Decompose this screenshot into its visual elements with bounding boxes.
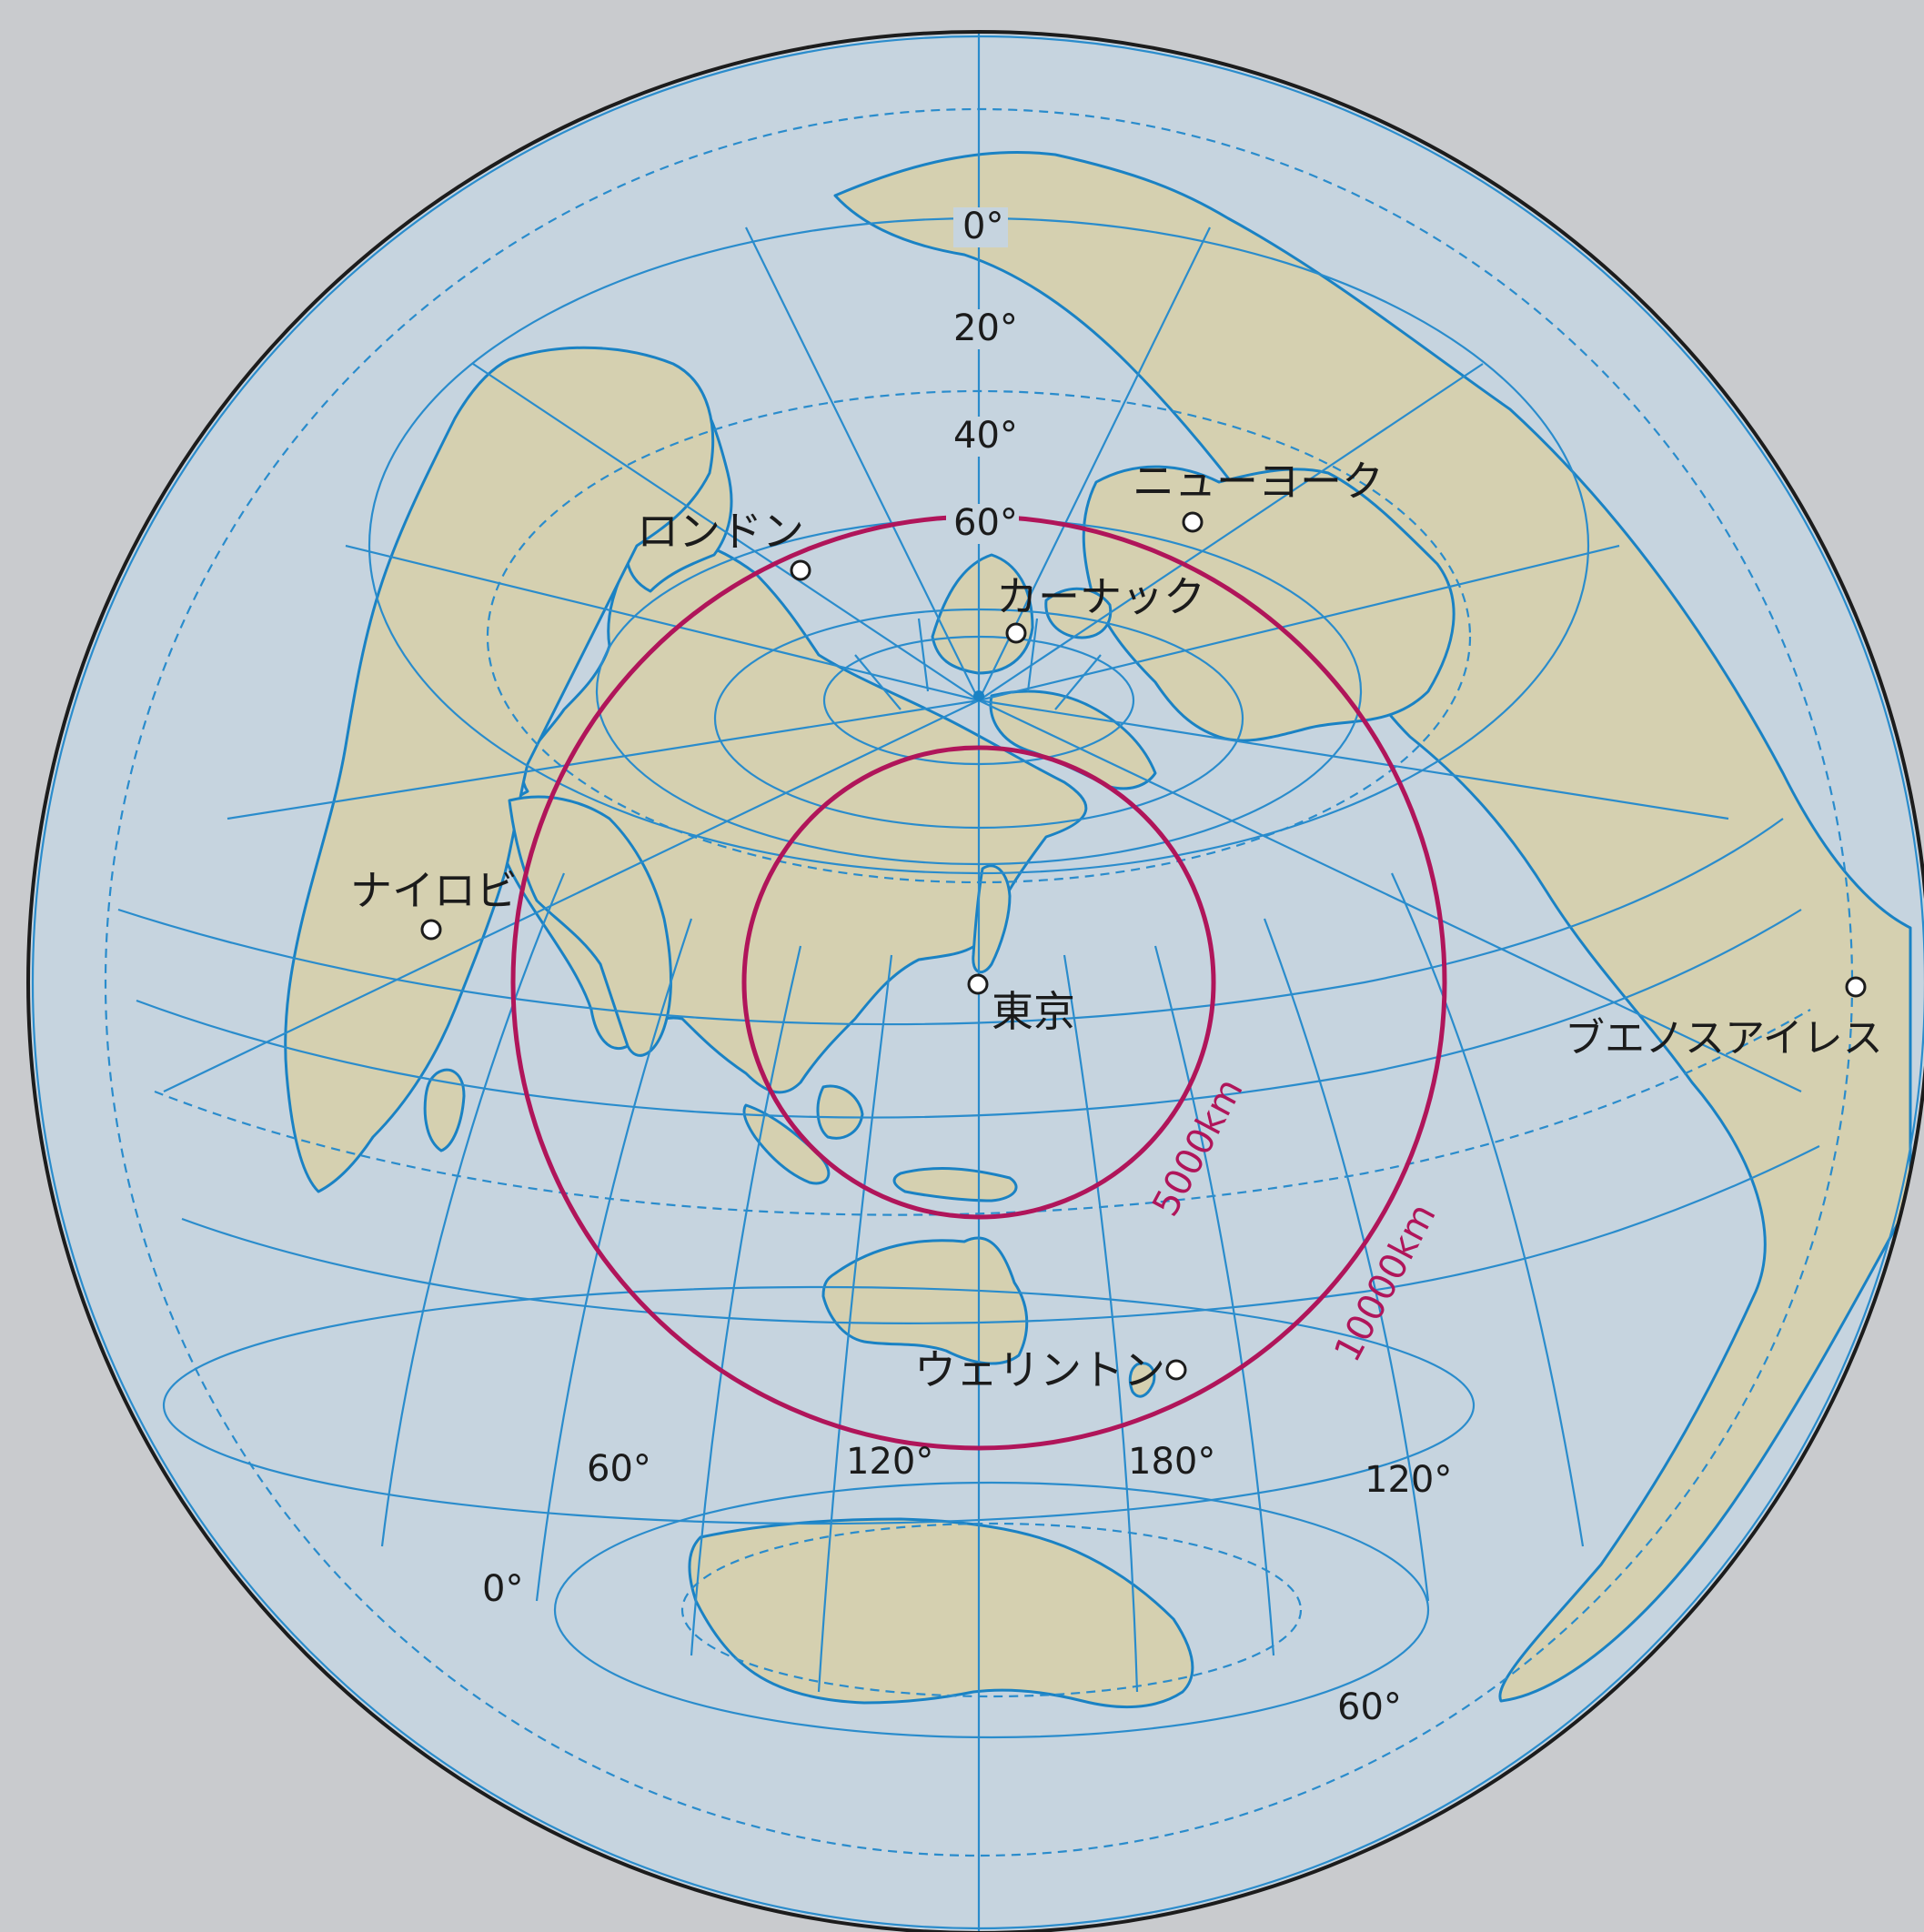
land-japan — [972, 864, 1012, 974]
lon-label-60-east: 60° — [1337, 1686, 1402, 1728]
longitude-labels: 60° 120° 180° 120° 0° 60° — [482, 1441, 1452, 1728]
land-se-asia-islands — [742, 1103, 831, 1185]
city-marker-nairobi — [420, 919, 442, 941]
land-africa — [284, 346, 715, 1193]
city-label-nairobi: ナイロビ — [350, 866, 518, 915]
land-new-guinea — [892, 1167, 1018, 1202]
lon-label-0: 0° — [482, 1568, 523, 1610]
city-labels: 東京 ロンドン カーナック ニューヨーク ナイロビ ブエノスアイレス ウェリント… — [350, 457, 1883, 1394]
city-label-london: ロンドン — [637, 507, 804, 556]
city-marker-buenos-aires — [1845, 976, 1867, 998]
city-label-new-york: ニューヨーク — [1133, 457, 1384, 506]
city-label-qaanaaq: カーナック — [996, 572, 1205, 621]
city-marker-new-york — [1182, 511, 1204, 533]
land-new-zealand — [1128, 1362, 1156, 1398]
city-marker-london — [790, 559, 811, 581]
city-label-tokyo: 東京 — [992, 987, 1075, 1036]
city-marker-tokyo — [967, 973, 989, 995]
lon-label-120-east: 120° — [1365, 1459, 1452, 1501]
land-north-america — [1082, 465, 1456, 742]
lat-label-0: 0° — [962, 206, 1003, 247]
city-markers — [420, 511, 1867, 1381]
pole-point — [973, 690, 984, 701]
lon-label-120-west: 120° — [846, 1441, 933, 1483]
land-arabia-india — [508, 795, 672, 1057]
land-madagascar — [423, 1068, 466, 1152]
lon-label-180: 180° — [1128, 1441, 1215, 1483]
landmasses — [284, 150, 1912, 1708]
city-marker-qaanaaq — [1005, 622, 1027, 644]
city-marker-wellington — [1165, 1359, 1187, 1381]
land-australia — [821, 1236, 1029, 1365]
globe-rim — [26, 30, 1924, 1932]
latitude-labels: 0° 20° 40° 60° — [946, 206, 1019, 544]
lat-label-40: 40° — [953, 415, 1018, 457]
city-label-buenos-aires: ブエノスアイレス — [1565, 1015, 1883, 1062]
land-arctic-islands — [1044, 587, 1113, 639]
lat-label-60: 60° — [953, 502, 1018, 544]
lat-label-20: 20° — [953, 307, 1018, 349]
lon-label-60-west: 60° — [587, 1448, 651, 1490]
city-label-wellington: ウェリントン — [914, 1345, 1165, 1394]
distance-circle-5000km — [741, 745, 1216, 1220]
